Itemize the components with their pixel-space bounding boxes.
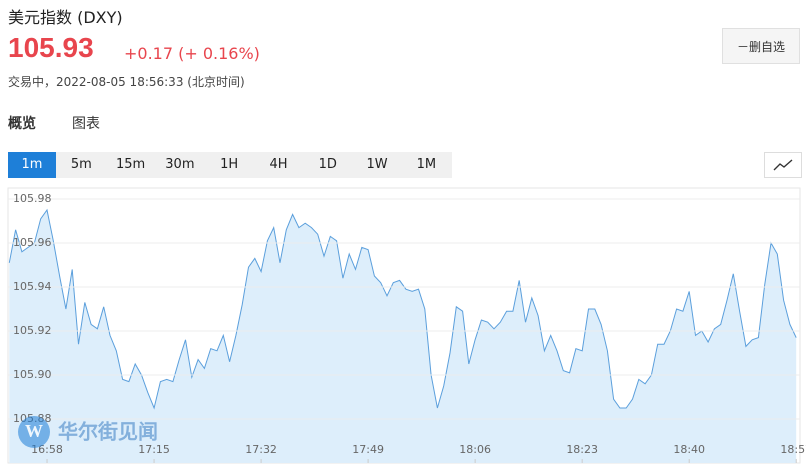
watermark-text: 华尔街见闻: [58, 420, 158, 444]
period-button[interactable]: 4H: [269, 157, 288, 172]
period-button[interactable]: 5m: [70, 157, 92, 172]
svg-text:W: W: [25, 421, 43, 441]
chart-type-button[interactable]: [764, 152, 802, 178]
period-button[interactable]: 1M: [416, 157, 437, 172]
watermark-logo: W 华尔街见闻: [18, 416, 158, 448]
period-button[interactable]: 15m: [115, 157, 146, 172]
x-tick-label: 17:15: [138, 443, 170, 456]
tab[interactable]: 概览: [8, 116, 36, 132]
title: 美元指数 (DXY): [8, 8, 123, 27]
x-tick-label: 17:49: [352, 443, 384, 456]
y-tick-label: 105.90: [13, 368, 52, 381]
x-tick-label: 18:23: [566, 443, 598, 456]
period-button[interactable]: 1D: [318, 157, 337, 172]
period-button[interactable]: 30m: [165, 157, 195, 172]
status: 交易中，2022-08-05 18:56:33 (北京时间): [8, 75, 245, 89]
price: 105.93: [8, 32, 94, 63]
area: [9, 210, 797, 463]
tab[interactable]: 图表: [72, 116, 100, 132]
period-button[interactable]: 1m: [8, 152, 56, 178]
y-tick-label: 105.92: [13, 324, 52, 337]
line: [8, 208, 797, 410]
x-tick-label: 18:57: [780, 443, 806, 456]
x-tick-label: 17:32: [245, 443, 277, 456]
y-tick-label: 105.94: [13, 280, 52, 293]
y-tick-label: 105.98: [13, 192, 52, 205]
x-tick-label: 18:06: [459, 443, 491, 456]
line-icon: [773, 159, 793, 171]
period-button[interactable]: 1W: [366, 157, 388, 172]
change: +0.17 (+ 0.16%): [124, 44, 260, 63]
watermark: W 华尔街见闻: [16, 412, 176, 456]
y-tick-label: 105.96: [13, 236, 52, 249]
period-bar: 1m 5m 15m 30m 1H 4H 1D 1W 1M: [8, 152, 452, 178]
period-button[interactable]: 1H: [220, 157, 239, 172]
x-tick-label: 18:40: [673, 443, 705, 456]
remove-watchlist-button[interactable]: －删自选: [722, 28, 800, 64]
